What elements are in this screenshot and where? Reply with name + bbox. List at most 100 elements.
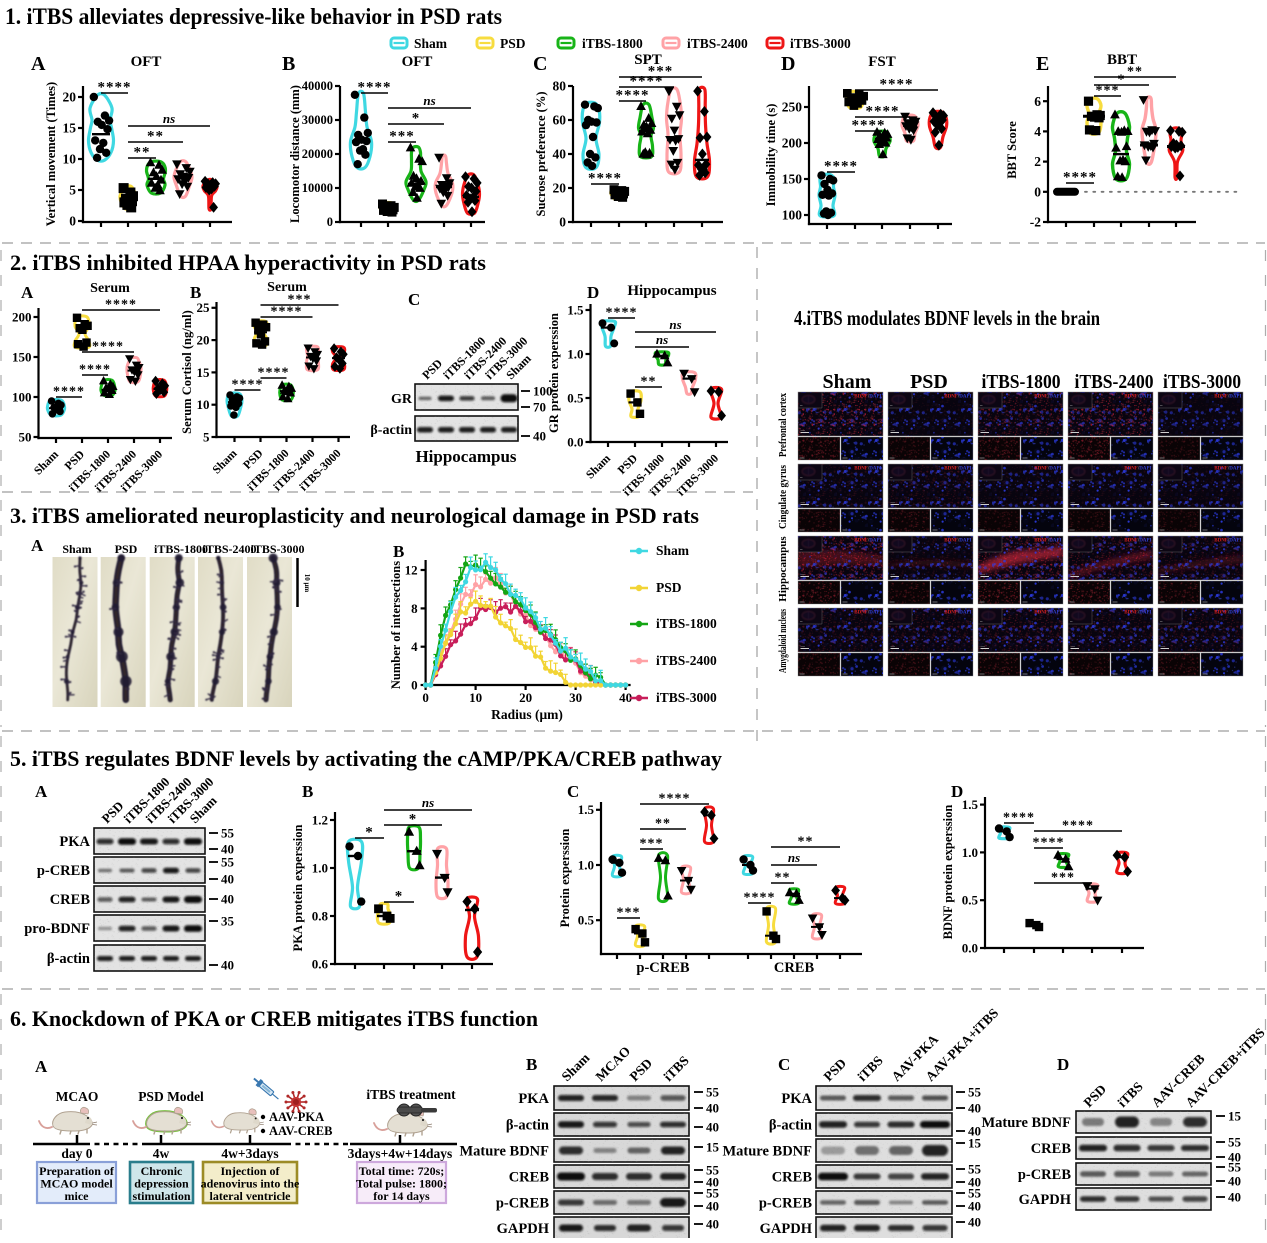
svg-text:****: ****	[616, 88, 650, 104]
svg-text:1.0: 1.0	[312, 860, 328, 875]
svg-text:D: D	[781, 53, 795, 75]
svg-text:8: 8	[411, 601, 418, 616]
svg-text:1.5: 1.5	[567, 302, 584, 317]
svg-text:1. iTBS alleviates depressive-: 1. iTBS alleviates depressive-like behav…	[5, 4, 502, 29]
svg-text:stimulation: stimulation	[132, 1189, 190, 1203]
svg-text:MCAO model: MCAO model	[40, 1177, 113, 1191]
svg-text:40: 40	[619, 690, 632, 705]
svg-text:ns: ns	[669, 317, 681, 332]
svg-text:E: E	[1036, 53, 1049, 75]
svg-text:40: 40	[968, 1124, 981, 1139]
svg-text:p-CREB: p-CREB	[496, 1196, 550, 1212]
svg-text:****: ****	[1003, 811, 1035, 826]
svg-text:iTBS-3000: iTBS-3000	[1163, 371, 1241, 393]
svg-text:Cingulate gyrus: Cingulate gyrus	[777, 464, 789, 529]
svg-text:PSD: PSD	[419, 356, 445, 382]
svg-text:iTBS: iTBS	[661, 1053, 692, 1084]
svg-text:BDNF/DAPI: BDNF/DAPI	[854, 467, 881, 472]
svg-text:C: C	[778, 1055, 790, 1074]
svg-text:40: 40	[221, 892, 234, 907]
svg-text:****: ****	[880, 77, 914, 93]
svg-text:PSD: PSD	[1081, 1081, 1110, 1110]
svg-text:ns: ns	[656, 332, 668, 347]
svg-text:BDNF/DAPI: BDNF/DAPI	[944, 467, 971, 472]
svg-text:40: 40	[221, 842, 234, 857]
svg-text:30000: 30000	[302, 113, 333, 127]
svg-text:15: 15	[1228, 1109, 1242, 1124]
svg-text:Prefrontal cortex: Prefrontal cortex	[777, 393, 789, 457]
svg-text:BBT Score: BBT Score	[1005, 121, 1019, 179]
svg-text:****: ****	[53, 385, 85, 400]
svg-text:Sham: Sham	[823, 371, 872, 393]
svg-text:***: ***	[1096, 84, 1120, 99]
svg-text:B: B	[393, 542, 404, 561]
svg-text:5. iTBS regulates BDNF levels: 5. iTBS regulates BDNF levels by activat…	[10, 746, 722, 771]
svg-text:PSD: PSD	[500, 36, 526, 51]
svg-text:iTBS-1800: iTBS-1800	[582, 36, 643, 51]
svg-text:Protein experssion: Protein experssion	[558, 829, 572, 928]
svg-text:40: 40	[1228, 1150, 1241, 1165]
svg-text:PSD Model: PSD Model	[138, 1089, 204, 1104]
svg-text:Amygdaloid nucleus: Amygdaloid nucleus	[777, 609, 789, 673]
svg-text:****: ****	[606, 306, 638, 321]
svg-text:0: 0	[411, 678, 418, 693]
svg-text:ns: ns	[163, 111, 175, 126]
svg-text:AAV-PKA: AAV-PKA	[269, 1110, 324, 1124]
svg-text:Injection of: Injection of	[221, 1164, 281, 1178]
svg-text:0: 0	[327, 215, 333, 229]
svg-text:4w: 4w	[153, 1146, 170, 1161]
svg-text:CREB: CREB	[509, 1170, 550, 1186]
svg-text:GR protein experssion: GR protein experssion	[547, 313, 561, 433]
svg-text:3. iTBS ameliorated neuroplas: 3. iTBS ameliorated neuroplasticity and …	[10, 503, 699, 528]
svg-text:6: 6	[1034, 94, 1041, 109]
svg-text:BDNF/DAPI: BDNF/DAPI	[1214, 611, 1241, 616]
svg-text:Sham: Sham	[656, 543, 690, 558]
svg-text:PKA protein experssion: PKA protein experssion	[291, 825, 305, 952]
svg-text:**: **	[134, 145, 151, 161]
svg-text:0: 0	[422, 690, 429, 705]
svg-text:1.2: 1.2	[312, 812, 328, 827]
svg-text:iTBS-3000: iTBS-3000	[790, 36, 851, 51]
svg-text:iTBS-2400: iTBS-2400	[1075, 371, 1154, 393]
svg-text:**: **	[1127, 65, 1143, 80]
svg-text:*: *	[412, 111, 421, 127]
svg-text:CREB: CREB	[50, 892, 91, 908]
svg-text:PSD: PSD	[99, 798, 127, 826]
svg-text:55: 55	[221, 826, 235, 841]
svg-text:1.0: 1.0	[567, 346, 583, 361]
svg-text:**: **	[655, 817, 671, 832]
svg-text:15: 15	[706, 1140, 720, 1155]
svg-text:5: 5	[69, 183, 76, 198]
svg-text:****: ****	[271, 305, 303, 320]
svg-text:40: 40	[968, 1215, 981, 1230]
svg-text:40000: 40000	[302, 79, 333, 93]
svg-text:BDNF/DAPI: BDNF/DAPI	[944, 539, 971, 544]
svg-text:4w+3days: 4w+3days	[221, 1146, 278, 1161]
svg-text:iTBS-3000: iTBS-3000	[250, 542, 304, 556]
svg-text:40: 40	[1228, 1190, 1241, 1205]
svg-text:ns: ns	[788, 850, 800, 865]
svg-text:60: 60	[553, 113, 567, 128]
svg-text:***: ***	[648, 64, 674, 80]
svg-text:****: ****	[1062, 819, 1094, 834]
svg-text:BBT: BBT	[1107, 52, 1137, 68]
svg-text:12: 12	[405, 563, 418, 578]
svg-text:iTBS-2400: iTBS-2400	[687, 36, 748, 51]
svg-text:Immobility time (s): Immobility time (s)	[764, 104, 778, 207]
svg-text:Chronic: Chronic	[141, 1164, 183, 1178]
svg-text:p-CREB: p-CREB	[636, 960, 690, 976]
svg-text:BDNF/DAPI: BDNF/DAPI	[854, 539, 881, 544]
svg-text:35: 35	[221, 914, 235, 929]
svg-text:Hippocampus: Hippocampus	[415, 447, 516, 466]
svg-text:55: 55	[221, 855, 235, 870]
svg-text:iTBS-1800: iTBS-1800	[154, 542, 208, 556]
svg-text:PKA: PKA	[518, 1091, 549, 1107]
svg-text:**: **	[775, 871, 791, 886]
svg-text:Serum: Serum	[267, 280, 307, 295]
svg-text:*: *	[395, 889, 404, 905]
svg-text:A: A	[31, 53, 46, 75]
svg-text:CREB: CREB	[1031, 1141, 1072, 1157]
svg-text:BDNF/DAPI: BDNF/DAPI	[944, 611, 971, 616]
svg-text:*: *	[1118, 73, 1126, 88]
svg-text:iTBS treatment: iTBS treatment	[366, 1087, 456, 1102]
